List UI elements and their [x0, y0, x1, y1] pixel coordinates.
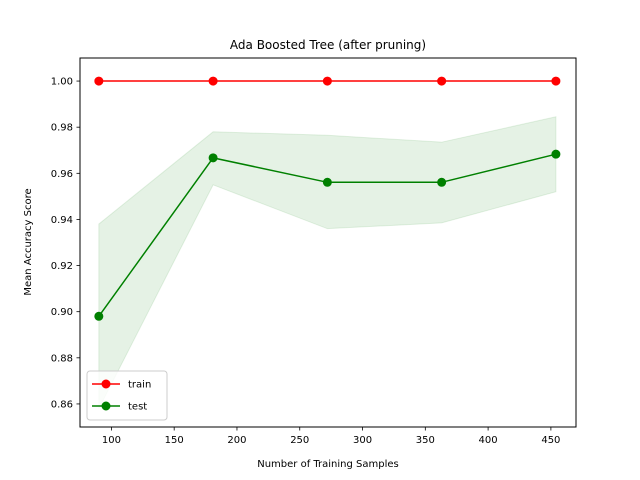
x-axis-label: Number of Training Samples	[257, 459, 399, 470]
y-tick-label: 0.92	[51, 261, 73, 272]
series-test-band	[98, 116, 557, 409]
y-axis-label: Mean Accuracy Score	[23, 188, 34, 295]
x-tick-label: 450	[541, 435, 560, 446]
series-test-point	[94, 311, 104, 321]
y-tick-label: 1.00	[51, 77, 73, 88]
y-axis: 0.86 0.88 0.90 0.92 0.94 0.96 0.98 1.00	[51, 77, 80, 410]
x-axis: 100 150 200 250 300 350 400 450	[102, 427, 560, 446]
series-train-point	[208, 76, 218, 86]
legend-test-marker	[101, 401, 111, 411]
y-tick-label: 0.94	[51, 215, 73, 226]
y-tick-label: 0.90	[51, 307, 73, 318]
legend: train test	[86, 370, 168, 421]
x-tick-label: 400	[479, 435, 498, 446]
series-train-point	[551, 76, 561, 86]
plot-content	[94, 76, 561, 409]
y-tick-label: 0.88	[51, 353, 73, 364]
x-tick-label: 300	[353, 435, 372, 446]
x-tick-label: 100	[102, 435, 121, 446]
legend-train-label: train	[128, 380, 151, 391]
y-tick-label: 0.86	[51, 399, 73, 410]
x-tick-label: 150	[165, 435, 184, 446]
series-train-point	[322, 76, 332, 86]
series-test-point	[437, 177, 447, 187]
axes-frame	[79, 57, 577, 428]
y-tick-label: 0.98	[51, 123, 73, 134]
x-tick-label: 200	[227, 435, 246, 446]
series-train-point	[437, 76, 447, 86]
x-tick-label: 250	[290, 435, 309, 446]
series-test-point	[551, 149, 561, 159]
series-test-point	[208, 153, 218, 163]
plot-area	[79, 57, 577, 428]
x-tick-label: 350	[416, 435, 435, 446]
legend-train-marker	[101, 379, 111, 389]
legend-box	[86, 370, 168, 421]
series-train-point	[94, 76, 104, 86]
legend-test-label: test	[128, 402, 147, 413]
y-tick-label: 0.96	[51, 169, 73, 180]
chart-title: Ada Boosted Tree (after pruning)	[230, 38, 426, 52]
series-test-point	[322, 177, 332, 187]
